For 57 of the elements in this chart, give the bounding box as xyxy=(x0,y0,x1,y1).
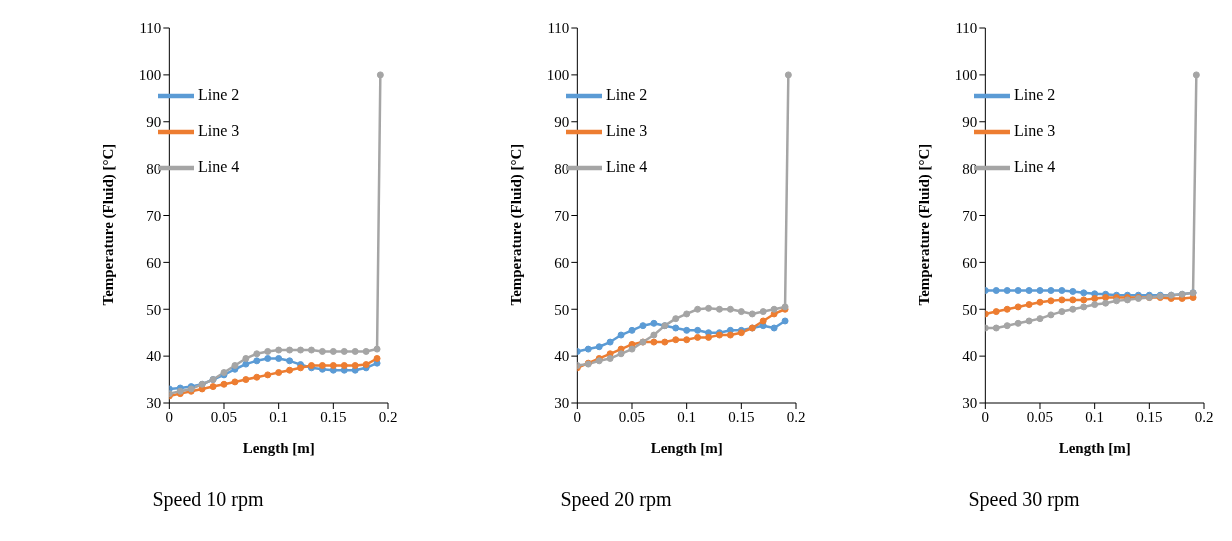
y-tick-label: 30 xyxy=(962,395,978,412)
y-tick-label: 40 xyxy=(146,348,162,365)
x-tick-label: 0 xyxy=(981,408,990,425)
x-tick-label: 0.15 xyxy=(1136,408,1163,425)
legend-label: Line 2 xyxy=(198,85,240,103)
y-tick-label: 60 xyxy=(146,254,162,271)
x-tick-label: 0.1 xyxy=(269,408,289,425)
y-tick-label: 100 xyxy=(138,67,162,84)
y-tick-label: 100 xyxy=(954,67,978,84)
x-tick-label: 0.2 xyxy=(786,408,806,425)
legend-label: Line 4 xyxy=(198,157,240,175)
y-tick-label: 90 xyxy=(962,114,978,131)
x-tick-label: 0.2 xyxy=(1194,408,1214,425)
y-tick-label: 70 xyxy=(146,207,162,224)
y-tick-label: 30 xyxy=(554,395,570,412)
y-tick-label: 40 xyxy=(962,348,978,365)
x-tick-label: 0.15 xyxy=(728,408,755,425)
y-axis-title: Temperature (Fluid) [°C] xyxy=(507,143,525,306)
y-tick-label: 110 xyxy=(139,20,162,37)
y-tick-label: 40 xyxy=(554,348,570,365)
legend-label: Line 3 xyxy=(198,121,240,139)
x-tick-label: 0.1 xyxy=(677,408,697,425)
legend-label: Line 2 xyxy=(1014,85,1056,103)
y-tick-label: 60 xyxy=(962,254,978,271)
x-tick-label: 0 xyxy=(165,408,174,425)
y-tick-label: 110 xyxy=(547,20,570,37)
y-tick-label: 50 xyxy=(146,301,162,318)
legend-label: Line 3 xyxy=(606,121,648,139)
text: Speed 30 rpm xyxy=(967,488,1081,511)
y-tick-label: 50 xyxy=(554,301,570,318)
y-tick-label: 90 xyxy=(554,114,570,131)
legend-label: Line 4 xyxy=(1014,157,1056,175)
y-axis-title: Temperature (Fluid) [°C] xyxy=(915,143,933,306)
x-tick-label: 0.05 xyxy=(618,408,646,425)
x-tick-label: 0 xyxy=(573,408,582,425)
text: Speed 10 rpm xyxy=(151,488,265,511)
x-tick-label: 0.1 xyxy=(1085,408,1105,425)
x-axis-title: Length [m] xyxy=(650,440,723,456)
x-tick-label: 0.15 xyxy=(320,408,347,425)
y-axis-title: Temperature (Fluid) [°C] xyxy=(99,143,117,306)
x-axis-title: Length [m] xyxy=(1058,440,1131,456)
y-tick-label: 100 xyxy=(546,67,570,84)
y-tick-label: 110 xyxy=(955,20,978,37)
legend-label: Line 4 xyxy=(606,157,648,175)
text: Speed 20 rpm xyxy=(559,488,673,511)
y-tick-label: 70 xyxy=(962,207,978,224)
y-tick-label: 50 xyxy=(962,301,978,318)
x-tick-label: 0.05 xyxy=(210,408,238,425)
legend-label: Line 2 xyxy=(606,85,648,103)
x-tick-label: 0.05 xyxy=(1026,408,1054,425)
y-tick-label: 30 xyxy=(146,395,162,412)
y-tick-label: 60 xyxy=(554,254,570,271)
x-axis-title: Length [m] xyxy=(242,440,315,456)
y-tick-label: 70 xyxy=(554,207,570,224)
x-tick-label: 0.2 xyxy=(378,408,398,425)
legend-label: Line 3 xyxy=(1014,121,1056,139)
y-tick-label: 90 xyxy=(146,114,162,131)
